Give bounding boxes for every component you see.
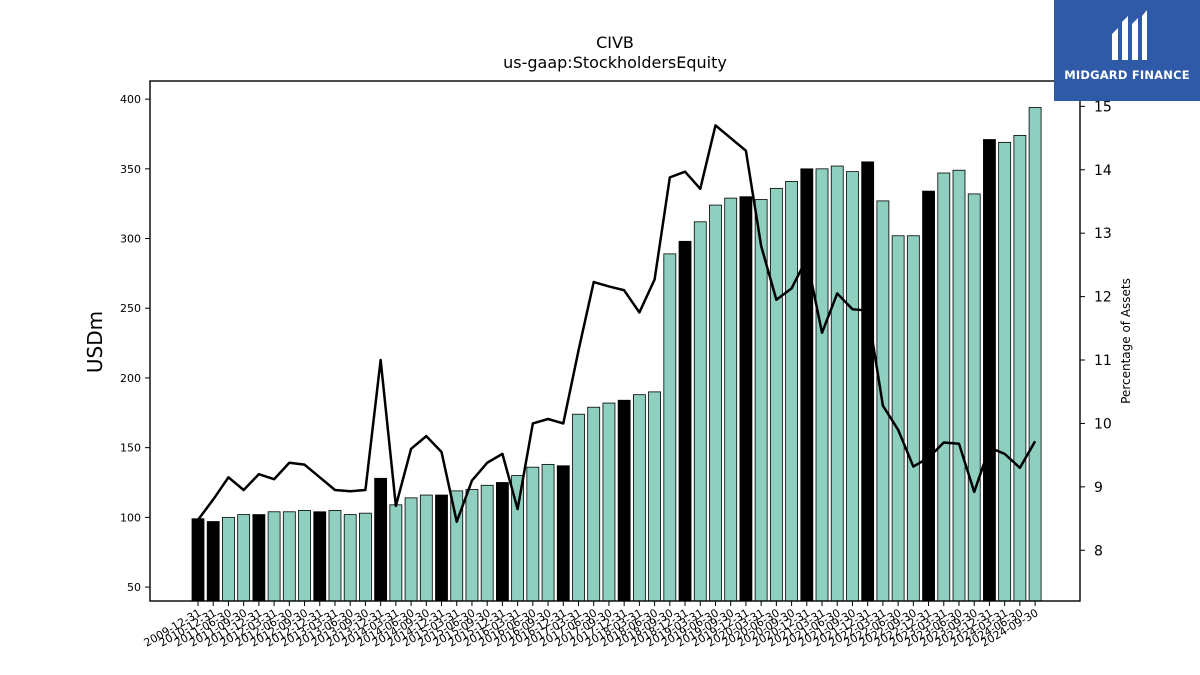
bar xyxy=(906,235,920,602)
bar xyxy=(465,489,479,602)
bar xyxy=(252,514,266,602)
plot-frame xyxy=(149,80,1081,602)
bar xyxy=(952,169,966,602)
bar xyxy=(861,161,875,602)
y-tick-label: 100 xyxy=(120,511,141,524)
y2-tick-label: 11 xyxy=(1094,353,1112,369)
bar xyxy=(389,504,403,602)
y2-axis-label: Percentage of Assets xyxy=(1119,278,1133,404)
chart-subtitle: us-gaap:StockholdersEquity xyxy=(503,53,727,72)
y2-tick-label: 13 xyxy=(1094,226,1112,242)
bar xyxy=(526,466,540,602)
y-tick-label: 400 xyxy=(120,93,141,106)
bar xyxy=(556,465,570,602)
bar xyxy=(237,514,251,602)
bar xyxy=(724,197,738,602)
bar-series xyxy=(191,107,1042,602)
bar xyxy=(328,509,342,602)
y2-tick-label: 9 xyxy=(1094,480,1103,496)
bar xyxy=(343,514,357,602)
bar xyxy=(937,172,951,602)
y2-tick-label: 14 xyxy=(1094,163,1112,179)
y-tick-label: 50 xyxy=(127,581,141,594)
bar xyxy=(602,402,616,602)
midgard-logo-icon xyxy=(1112,10,1147,60)
bar xyxy=(587,406,601,602)
bar xyxy=(359,512,372,602)
bar xyxy=(313,511,327,602)
y-axis-label: USDm xyxy=(83,311,107,373)
bar xyxy=(678,240,692,602)
bar xyxy=(922,190,935,602)
percentage-of-assets-line xyxy=(197,124,1037,523)
bar xyxy=(891,235,905,602)
bar xyxy=(419,494,433,602)
bar xyxy=(298,509,311,602)
x-axis: 2009-12-312010-12-312011-06-302011-09-30… xyxy=(142,601,1041,650)
y-tick-label: 150 xyxy=(120,442,141,455)
bar xyxy=(282,511,296,602)
bar xyxy=(222,516,235,602)
y2-tick-label: 12 xyxy=(1094,290,1112,306)
bar xyxy=(693,221,707,602)
y2-tick-label: 8 xyxy=(1094,543,1103,559)
bar xyxy=(191,518,205,602)
y-axis-right: 8 9 10 11 12 13 14 15 xyxy=(1080,99,1112,559)
bar xyxy=(739,196,753,602)
bar xyxy=(435,494,448,602)
bar xyxy=(1013,134,1027,602)
bar xyxy=(267,511,281,602)
bar xyxy=(648,391,661,602)
bar xyxy=(815,168,829,602)
bar xyxy=(572,413,585,602)
bar xyxy=(830,165,844,602)
bar xyxy=(967,193,981,602)
y-tick-label: 200 xyxy=(120,372,141,385)
y-tick-label: 350 xyxy=(120,163,141,176)
bar xyxy=(374,477,388,602)
brand-logo: MIDGARD FINANCE xyxy=(1054,0,1200,101)
bar xyxy=(206,521,220,602)
bar xyxy=(846,171,859,602)
y2-tick-label: 10 xyxy=(1094,416,1112,432)
y-axis-left: 50 100 150 200 250 300 350 400 xyxy=(120,93,150,594)
bar xyxy=(709,204,722,602)
bar xyxy=(632,394,646,602)
bar xyxy=(617,399,631,602)
y2-tick-label: 15 xyxy=(1094,99,1112,115)
bar xyxy=(769,187,783,602)
bar xyxy=(404,497,418,602)
y-tick-label: 250 xyxy=(120,302,141,315)
y-tick-label: 300 xyxy=(120,233,141,246)
bar xyxy=(785,180,798,602)
bar xyxy=(663,253,677,602)
bar xyxy=(1028,107,1042,602)
brand-name: MIDGARD FINANCE xyxy=(1064,68,1190,82)
bar xyxy=(480,484,494,602)
bar xyxy=(983,139,996,602)
bar xyxy=(541,463,555,602)
bar xyxy=(800,168,814,602)
bar xyxy=(495,482,509,602)
chart-title: CIVB xyxy=(596,33,634,52)
bar xyxy=(998,141,1012,602)
